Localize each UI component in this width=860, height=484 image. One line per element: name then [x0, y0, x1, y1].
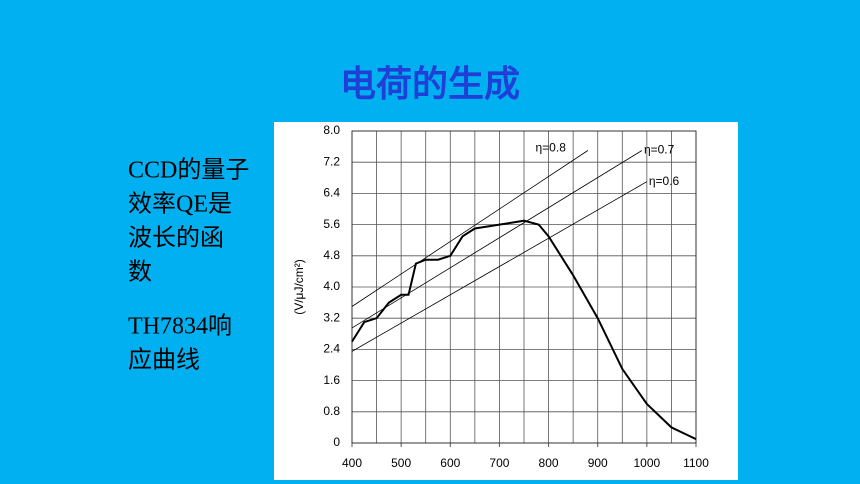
- paragraph-line: TH7834响: [128, 313, 232, 340]
- x-tick-label: 700: [489, 456, 509, 470]
- x-tick-label: 600: [440, 456, 460, 470]
- paragraph-line: 数: [128, 259, 152, 286]
- data-line: [351, 150, 643, 329]
- data-line: [351, 219, 697, 441]
- y-tick-label: 1.6: [323, 373, 340, 387]
- plot-frame: [351, 130, 697, 444]
- y-tick-label: 7.2: [323, 154, 340, 168]
- slide-title: 电荷的生成: [340, 64, 520, 105]
- y-tick-label: 0.8: [323, 404, 340, 418]
- y-tick-label: 6.4: [323, 186, 340, 200]
- y-tick-label: 0: [333, 435, 340, 449]
- paragraph-line: 应曲线: [128, 347, 200, 374]
- y-tick-label: 4.0: [323, 279, 340, 293]
- line-label: η=0.7: [644, 143, 675, 157]
- x-tick-label: 800: [539, 456, 559, 470]
- chart-panel: [274, 122, 738, 480]
- x-tick-label: 500: [391, 456, 411, 470]
- x-tick-label: 1000: [634, 456, 661, 470]
- x-tick-label: 1100: [683, 456, 709, 470]
- y-axis-label: (V/μJ/cm²): [292, 259, 306, 315]
- y-tick-label: 8.0: [323, 123, 340, 137]
- paragraph-line: 效率QE是: [128, 191, 232, 218]
- x-tick-label: 400: [342, 456, 362, 470]
- data-line: [351, 181, 648, 352]
- paragraph-line: CCD的量子: [128, 157, 249, 184]
- paragraph-line: 波长的函: [128, 225, 224, 252]
- y-tick-label: 3.2: [323, 310, 340, 324]
- x-tick-label: 900: [588, 456, 608, 470]
- y-tick-label: 2.4: [323, 342, 340, 356]
- y-tick-label: 5.6: [323, 217, 340, 231]
- y-tick-label: 4.8: [323, 248, 340, 262]
- line-label: η=0.8: [536, 141, 567, 155]
- data-line: [351, 150, 589, 307]
- line-label: η=0.6: [649, 174, 680, 188]
